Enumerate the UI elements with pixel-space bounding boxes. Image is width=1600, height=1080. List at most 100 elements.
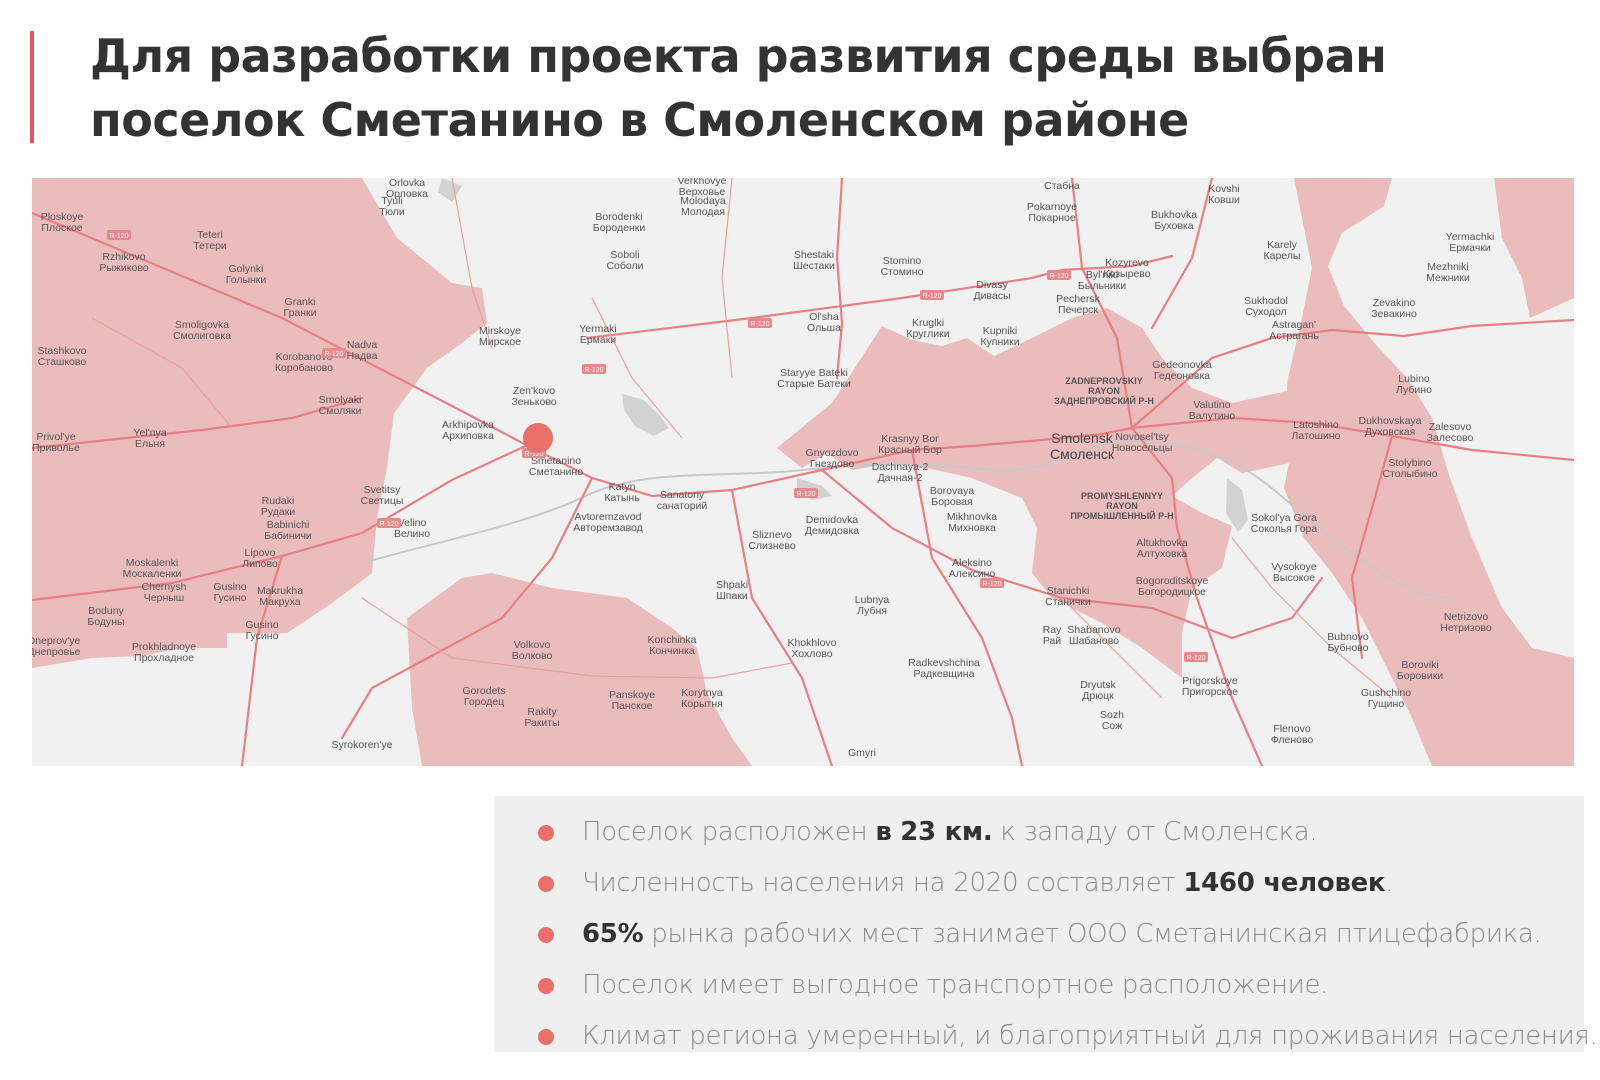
road-shield-label: R-120 — [1049, 273, 1068, 280]
place-name-en: Shabanovo — [1067, 624, 1120, 636]
place-name-en: Stabna — [1045, 178, 1078, 181]
place-name-en: Velino — [398, 517, 427, 529]
place-name-en: Boroviki — [1401, 659, 1438, 671]
place-name-en: Sokol'ya Gora — [1251, 512, 1317, 524]
place-name-en: Stolybino — [1388, 457, 1431, 469]
road-shield: R-120 — [748, 318, 772, 328]
place-name-ru: Стабна — [1044, 180, 1080, 192]
bullet-dot-icon — [538, 927, 554, 943]
road-shield-bg — [794, 488, 818, 498]
place-name-en: Smoligovka — [175, 319, 229, 331]
fact-text-post: рынка рабочих мест занимает ООО Сметанин… — [643, 919, 1542, 949]
place-name-en: Rzhikovo — [102, 251, 145, 263]
road-shield-label: R-120 — [109, 233, 128, 240]
road-east — [1130, 416, 1574, 462]
district-name-en1: ZADNEPROVSKIY — [1065, 376, 1143, 386]
bullet-dot-icon — [538, 1029, 554, 1045]
fact-text: Поселок имеет выгодное транспортное расп… — [582, 965, 1328, 1005]
place-name-ru: Покарное — [1028, 212, 1076, 224]
place-name-ru: Шестаки — [793, 260, 835, 272]
place-name-ru: Фленово — [1271, 734, 1314, 746]
place-name-ru: Пригорское — [1182, 686, 1238, 698]
district-area-northeast — [1494, 178, 1574, 318]
smetanino-location-marker[interactable] — [523, 423, 553, 453]
place-name-en: Valutino — [1193, 399, 1230, 411]
place-name-ru: Алексино — [949, 568, 996, 580]
place-name-ru: Демидовка — [805, 525, 859, 537]
road-shield-label: R-120 — [1186, 655, 1205, 662]
place-name-ru: Приволье — [32, 442, 80, 454]
fact-text: Климат региона умеренный, и благоприятны… — [582, 1016, 1598, 1056]
place-name-ru: Архиповка — [442, 430, 494, 442]
place-name-en: Granki — [285, 296, 316, 308]
map[interactable]: Ploskoye Плоское Teteri Тетери Rzhikovo Рыжик… — [32, 178, 1574, 766]
place-name-ru: Сметанино — [529, 466, 583, 478]
place-name-ru: Залесово — [1427, 432, 1474, 444]
place-name-en: Makrukha — [257, 585, 303, 597]
place-name-en: Altukhovka — [1136, 537, 1188, 549]
place-name-en: Babinichi — [267, 519, 310, 531]
place-name-en: Syrokoren'ye — [332, 739, 393, 751]
district-areas — [32, 178, 1574, 766]
place-name-en: Moskalenki — [126, 557, 179, 569]
minor-road — [451, 178, 493, 349]
place-name-ru: Орловка — [386, 188, 428, 200]
place-name-ru: Лубня — [857, 605, 887, 617]
place-name-en: Ploskoye — [41, 211, 84, 223]
road-shield: R-120 — [377, 518, 401, 528]
place-name-en: Tyuli — [381, 195, 403, 207]
place-name-en: Kruglki — [912, 317, 944, 329]
place-name-ru: Гнездово — [810, 458, 855, 470]
road-southwest-2 — [240, 554, 284, 766]
place-name-en: Panskoye — [609, 689, 655, 701]
district-name-en1: PROMYSHLENNYY — [1081, 491, 1163, 501]
place-name-ru: Городец — [464, 696, 504, 708]
place-name-en: Bogoroditskoye — [1136, 575, 1209, 587]
road-shield-label: R-120 — [922, 293, 941, 300]
map-place-label: Astragan'Астрагань — [1269, 319, 1319, 342]
place-name-en: Prigorskoye — [1182, 675, 1238, 687]
place-name-ru: Суходол — [1245, 306, 1286, 318]
place-name-ru: Стомино — [881, 266, 924, 278]
place-name-ru: Духовская — [1365, 426, 1416, 438]
place-name-ru: Сташково — [38, 356, 87, 368]
place-name-ru: Гусино — [214, 592, 247, 604]
road-shield: R-120 — [794, 488, 818, 498]
place-name-ru: Михновка — [948, 522, 996, 534]
lake — [438, 178, 462, 202]
road-northeast — [1130, 318, 1574, 430]
place-name-en: Yermaki — [579, 323, 617, 335]
place-name-ru: Круглики — [906, 328, 949, 340]
place-name-en: Stanichki — [1047, 585, 1090, 597]
place-name-ru: Светицы — [361, 495, 404, 507]
place-name-ru: Буховка — [1154, 220, 1193, 232]
